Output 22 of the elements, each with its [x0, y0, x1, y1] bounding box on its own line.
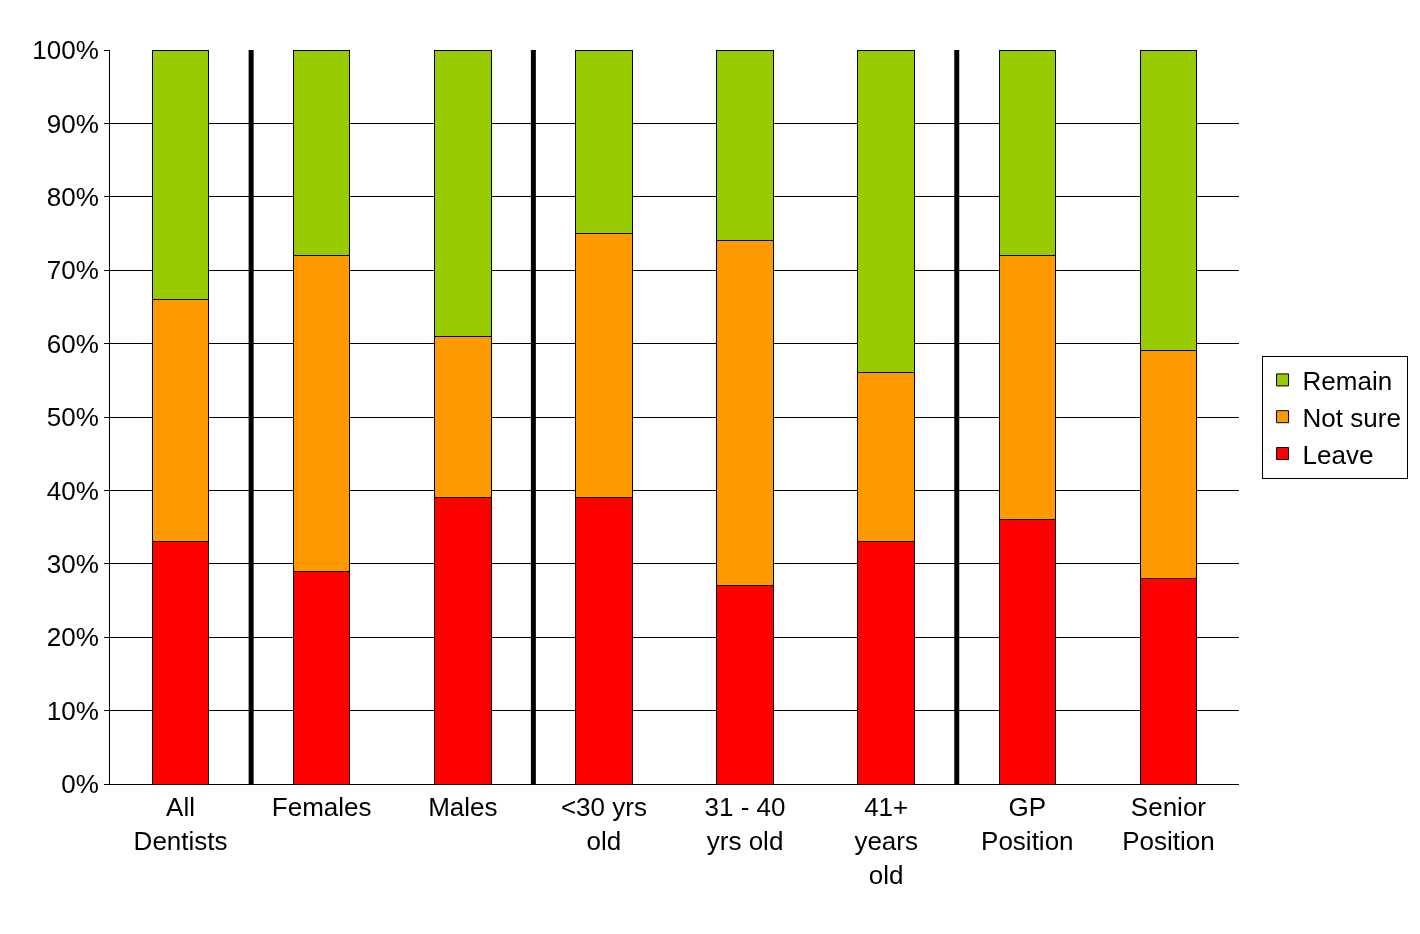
x-tick-label: All Dentists: [133, 792, 228, 856]
legend-label: Remain: [1302, 366, 1393, 397]
y-tick-label: 20%: [46, 622, 99, 653]
x-tick-label: Senior Position: [1122, 792, 1215, 856]
y-tick-label: 10%: [46, 695, 99, 726]
x-tick-label: Males: [428, 792, 498, 823]
y-tick-label: 40%: [46, 475, 99, 506]
y-tick-label: 60%: [46, 328, 99, 359]
y-tick-label: 0%: [61, 769, 99, 800]
y-tick-label: 50%: [46, 402, 99, 433]
x-tick-label: GP Position: [981, 792, 1074, 856]
y-tick-label: 30%: [46, 548, 99, 579]
x-tick-label: 31 - 40 yrs old: [704, 792, 786, 856]
legend-label: Leave: [1302, 439, 1374, 470]
x-tick-label: <30 yrs old: [560, 792, 647, 856]
y-tick-label: 90%: [46, 108, 99, 139]
y-tick-label: 100%: [32, 35, 99, 66]
legend-label: Not sure: [1302, 402, 1401, 433]
x-tick-label: 41+ years old: [854, 792, 918, 890]
y-tick-label: 80%: [46, 181, 99, 212]
y-tick-label: 70%: [46, 255, 99, 286]
x-tick-label: Females: [271, 792, 372, 823]
